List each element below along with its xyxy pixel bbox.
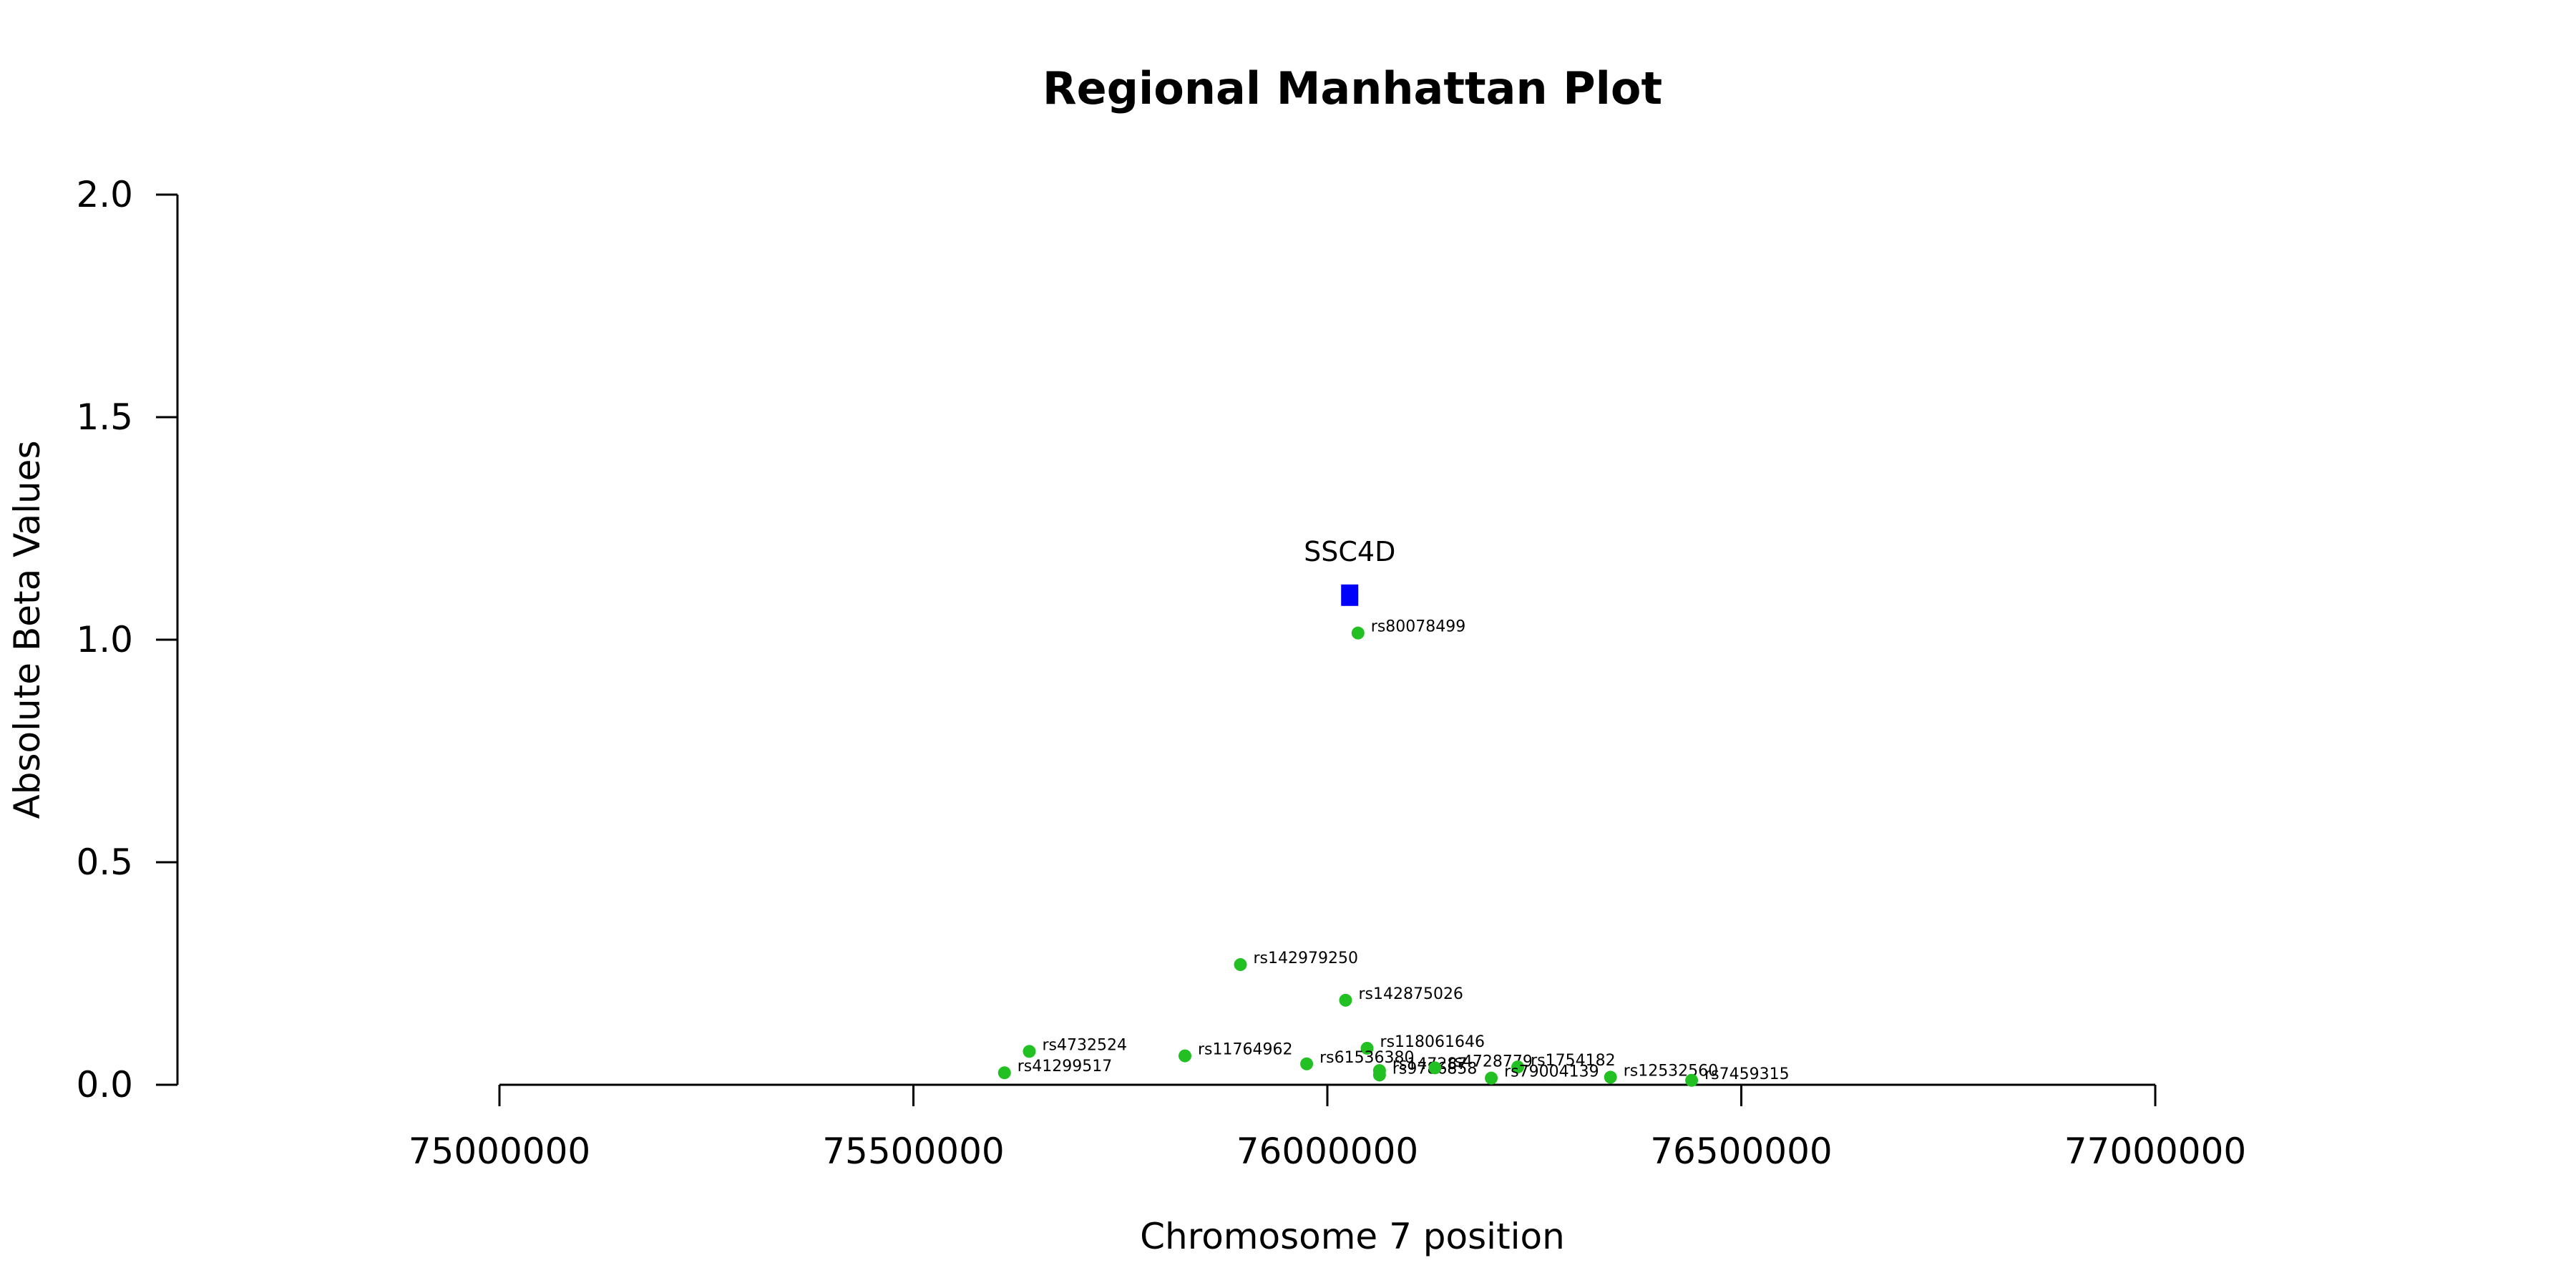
snp-label: rs79004139 xyxy=(1504,1063,1599,1081)
gene-marker xyxy=(1341,584,1359,606)
snp-point xyxy=(1685,1073,1699,1087)
snp-point xyxy=(1234,958,1247,972)
x-tick-label: 76000000 xyxy=(1236,1131,1419,1172)
snp-point xyxy=(1023,1045,1036,1058)
y-tick-label: 0.0 xyxy=(76,1064,133,1106)
snp-point xyxy=(1300,1057,1314,1070)
snp-label: rs4732524 xyxy=(1042,1036,1127,1054)
x-tick-label: 75000000 xyxy=(409,1131,591,1172)
snp-points-layer: rs80078499 rs142979250 rs142875026 rs473252… xyxy=(997,618,1790,1087)
y-tick-label: 1.5 xyxy=(76,396,133,438)
snp-point xyxy=(1428,1061,1442,1075)
snp-point xyxy=(1511,1060,1525,1074)
y-tick-label: 2.0 xyxy=(76,174,133,215)
x-axis: 75000000 75500000 76000000 76500000 77000000 xyxy=(409,1083,2247,1172)
snp-label: rs1754182 xyxy=(1531,1052,1616,1070)
snp-label: rs41299517 xyxy=(1018,1058,1112,1075)
x-tick-label: 76500000 xyxy=(1650,1131,1833,1172)
y-axis: 0.0 0.5 1.0 1.5 2.0 xyxy=(76,174,179,1106)
snp-label: rs11764962 xyxy=(1198,1041,1292,1059)
snp-label: rs142979250 xyxy=(1254,950,1358,967)
snp-label: rs7459315 xyxy=(1704,1065,1790,1083)
snp-label: rs61536380 xyxy=(1319,1049,1414,1067)
y-tick-label: 0.5 xyxy=(76,841,133,883)
gene-layer: SSC4D xyxy=(1304,536,1395,606)
snp-point xyxy=(1351,626,1365,640)
chart-title: Regional Manhattan Plot xyxy=(1043,62,1662,114)
snp-point xyxy=(1372,1068,1386,1082)
snp-point xyxy=(1339,993,1352,1007)
gene-label: SSC4D xyxy=(1304,536,1395,567)
snp-point xyxy=(1360,1041,1374,1055)
x-axis-title: Chromosome 7 position xyxy=(1140,1216,1565,1257)
snp-label: rs12532560 xyxy=(1624,1062,1718,1080)
snp-point xyxy=(997,1066,1011,1080)
snp-point xyxy=(1178,1049,1191,1063)
snp-label: rs142875026 xyxy=(1358,985,1463,1003)
snp-label: rs80078499 xyxy=(1371,618,1465,636)
y-axis-title: Absolute Beta Values xyxy=(6,441,48,819)
snp-point xyxy=(1604,1070,1617,1084)
x-tick-label: 75500000 xyxy=(822,1131,1005,1172)
x-tick-label: 77000000 xyxy=(2064,1131,2247,1172)
y-tick-label: 1.0 xyxy=(76,619,133,660)
snp-point xyxy=(1485,1071,1498,1085)
snp-label: rs118061646 xyxy=(1380,1033,1485,1051)
